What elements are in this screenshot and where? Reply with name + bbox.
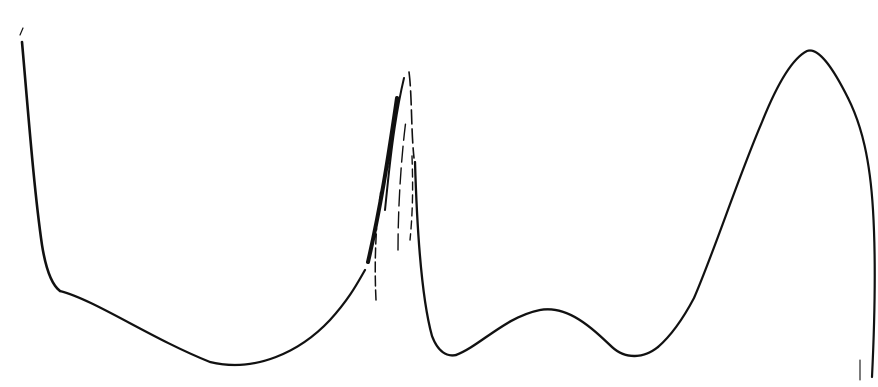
middle-bump-line [454, 308, 660, 358]
top-left-tick-mark [19, 27, 24, 36]
spike-rise-line [366, 96, 399, 264]
right-descent-line [846, 96, 876, 379]
spike-left-strand [374, 189, 382, 301]
spike-descent-line [413, 160, 458, 357]
spike-right-strand [408, 71, 415, 159]
left-descent-line [20, 40, 62, 293]
spike-lower-strand [409, 155, 414, 241]
spike-inner-strand [384, 77, 405, 211]
spike-center-strand [397, 119, 407, 251]
valley-curve-line [58, 268, 367, 367]
rise-to-peak-line [656, 49, 850, 349]
